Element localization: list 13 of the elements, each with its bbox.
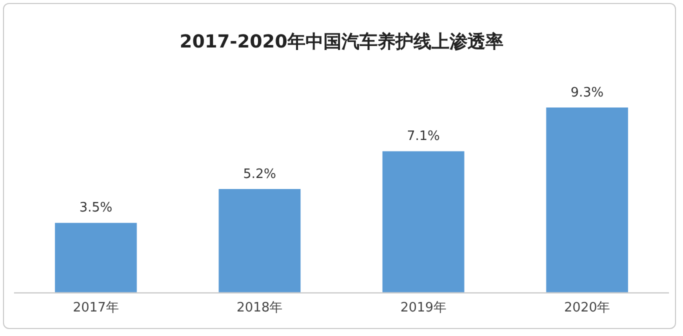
x-tick-label: 2017年	[72, 300, 119, 316]
x-tick-label: 2020年	[564, 300, 610, 316]
data-label: 3.5%	[79, 200, 112, 216]
x-tick-label: 2019年	[400, 300, 446, 316]
x-tick-label: 2018年	[236, 300, 283, 316]
data-label: 9.3%	[570, 85, 604, 100]
chart-title: 2017-2020年中国汽车养护线上渗透率	[180, 31, 504, 52]
bar	[218, 189, 301, 292]
bar	[546, 108, 628, 292]
bar	[382, 151, 464, 292]
data-label: 7.1%	[406, 129, 440, 144]
bar	[54, 222, 137, 292]
data-label: 5.2%	[243, 166, 276, 182]
